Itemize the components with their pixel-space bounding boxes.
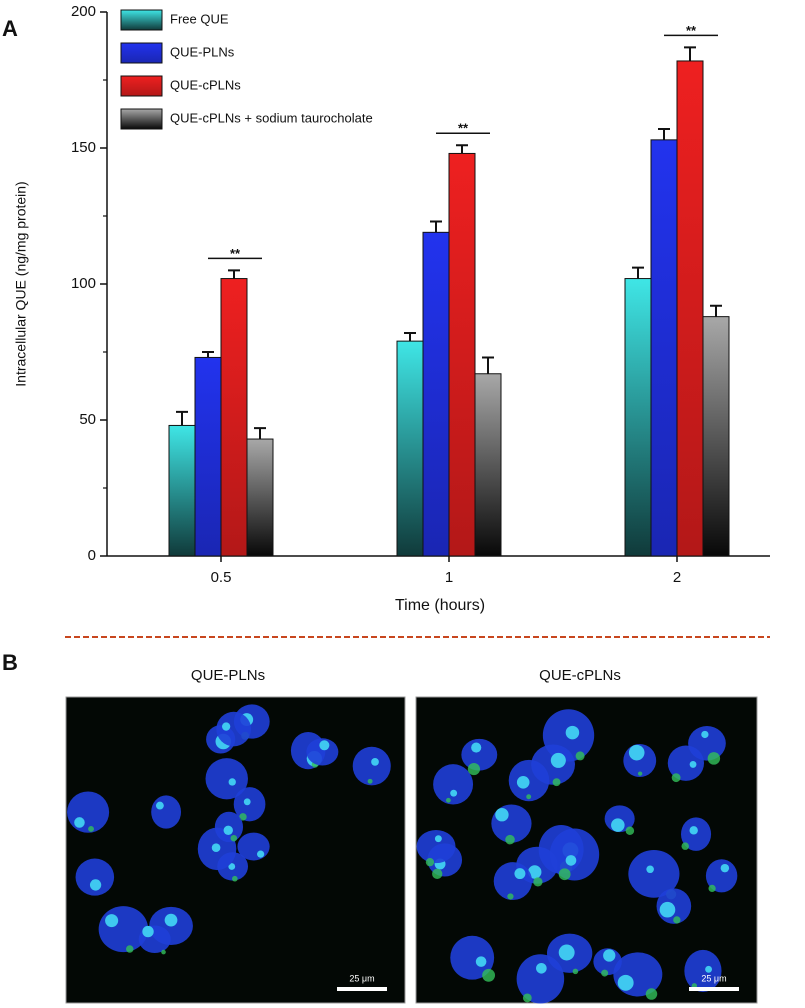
legend-label: QUE-cPLNs: [170, 77, 241, 92]
legend-swatch: [120, 75, 163, 97]
error-bar: [202, 351, 214, 358]
bar: [650, 139, 678, 557]
image-title: QUE-PLNs: [191, 667, 265, 684]
panel-label: B: [2, 650, 18, 675]
error-bar: [254, 427, 266, 440]
error-bar: [632, 266, 644, 279]
y-tick-label: 150: [71, 139, 96, 156]
y-axis-label: Intracellular QUE (ng/mg protein): [13, 181, 29, 386]
y-tick-label: 200: [71, 3, 96, 20]
error-bar: [658, 127, 670, 140]
error-bar: [430, 220, 442, 233]
y-tick-label: 0: [88, 547, 96, 564]
bar: [168, 424, 196, 557]
bar: [396, 340, 424, 557]
legend-swatch: [120, 42, 163, 64]
significance-label: **: [458, 121, 469, 136]
bar: [220, 278, 248, 557]
bar: [194, 356, 222, 557]
bar: [624, 278, 652, 557]
legend-swatch: [120, 9, 163, 31]
significance-label: **: [686, 23, 697, 38]
panel-label: A: [2, 16, 18, 41]
error-bar: [228, 269, 240, 279]
error-bar: [176, 410, 188, 426]
legend-label: QUE-PLNs: [170, 44, 235, 59]
bar: [474, 373, 502, 557]
legend-swatch: [120, 108, 163, 130]
bar: [448, 152, 476, 557]
legend-label: QUE-cPLNs + sodium taurocholate: [170, 110, 373, 125]
x-tick-label: 2: [673, 569, 681, 586]
error-bar: [404, 331, 416, 342]
error-bar: [482, 356, 494, 374]
x-axis-label: Time (hours): [395, 597, 485, 614]
error-bar: [710, 304, 722, 317]
y-tick-label: 100: [71, 275, 96, 292]
bar: [246, 438, 274, 557]
bar-chart: 0 50 100 150 200 0.5 ** 1 ** 2 ** Free QUE QUE-PLNs Q…: [71, 3, 770, 586]
image-title: QUE-cPLNs: [539, 667, 621, 684]
bar: [676, 60, 704, 557]
scale-bar-label: 25 μm: [701, 973, 726, 983]
y-tick-label: 50: [79, 411, 96, 428]
error-bar: [456, 144, 468, 154]
micrographs: 25 μm 25 μm: [65, 696, 758, 1004]
legend-label: Free QUE: [170, 11, 229, 26]
significance-label: **: [230, 246, 241, 261]
scale-bar-label: 25 μm: [349, 973, 374, 983]
x-tick-label: 0.5: [211, 569, 232, 586]
error-bar: [684, 46, 696, 61]
x-tick-label: 1: [445, 569, 453, 586]
bar: [422, 231, 450, 557]
bar: [702, 316, 730, 557]
